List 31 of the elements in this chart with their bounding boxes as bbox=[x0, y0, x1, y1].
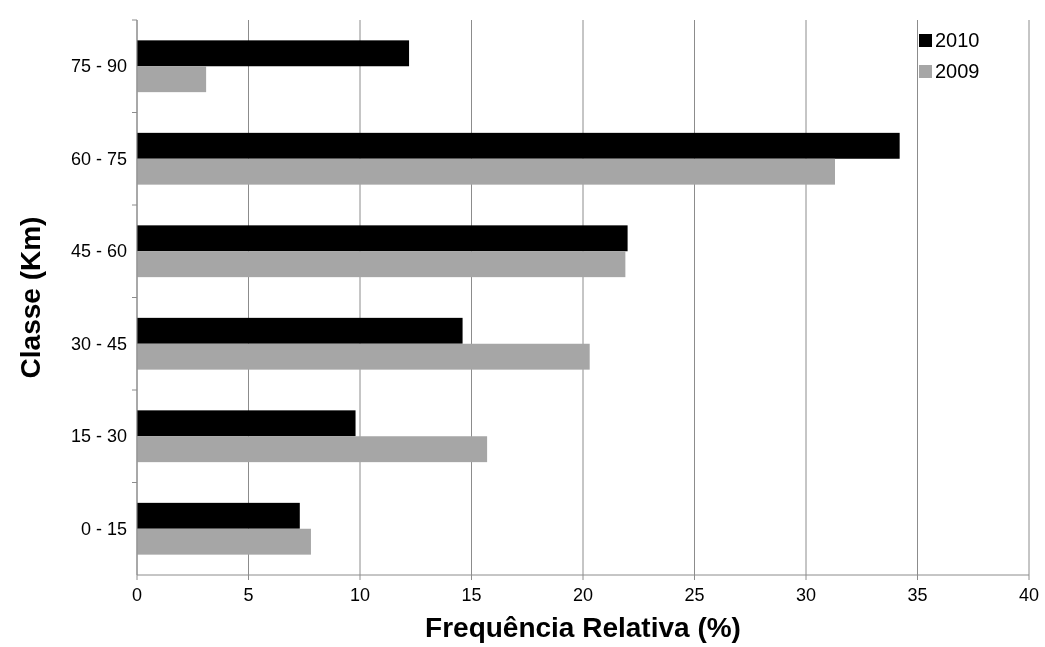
y-tick-label: 60 - 75 bbox=[70, 148, 127, 169]
bar bbox=[137, 158, 835, 185]
y-tick-label: 45 - 60 bbox=[70, 241, 127, 262]
bar bbox=[137, 528, 311, 555]
x-axis-title: Frequência Relativa (%) bbox=[425, 612, 741, 643]
legend-label: 2009 bbox=[935, 60, 980, 82]
x-tick-label: 25 bbox=[684, 585, 705, 605]
x-tick-label: 30 bbox=[795, 585, 817, 605]
bar bbox=[137, 410, 356, 437]
bar bbox=[137, 132, 900, 159]
x-tick-label: 20 bbox=[572, 585, 594, 605]
x-tick-label: 5 bbox=[243, 585, 254, 605]
x-tick-label: 10 bbox=[349, 585, 371, 605]
bar bbox=[137, 225, 628, 252]
y-tick-label: 15 - 30 bbox=[70, 426, 127, 447]
bar bbox=[137, 66, 207, 93]
y-tick-label: 0 - 15 bbox=[80, 518, 127, 539]
y-axis-title: Classe (Km) bbox=[15, 216, 46, 379]
bar bbox=[137, 317, 463, 344]
x-tick-label: 15 bbox=[461, 585, 482, 605]
y-tick-label: 30 - 45 bbox=[70, 333, 127, 354]
bar bbox=[137, 251, 626, 278]
bar bbox=[137, 436, 488, 463]
x-tick-label: 0 bbox=[131, 585, 143, 605]
bar bbox=[137, 40, 410, 67]
bar bbox=[137, 343, 590, 370]
x-tick-label: 35 bbox=[907, 585, 928, 605]
legend-label: 2010 bbox=[935, 29, 980, 51]
bar bbox=[137, 502, 300, 529]
x-tick-label: 40 bbox=[1018, 585, 1040, 605]
y-tick-label: 75 - 90 bbox=[70, 56, 127, 77]
